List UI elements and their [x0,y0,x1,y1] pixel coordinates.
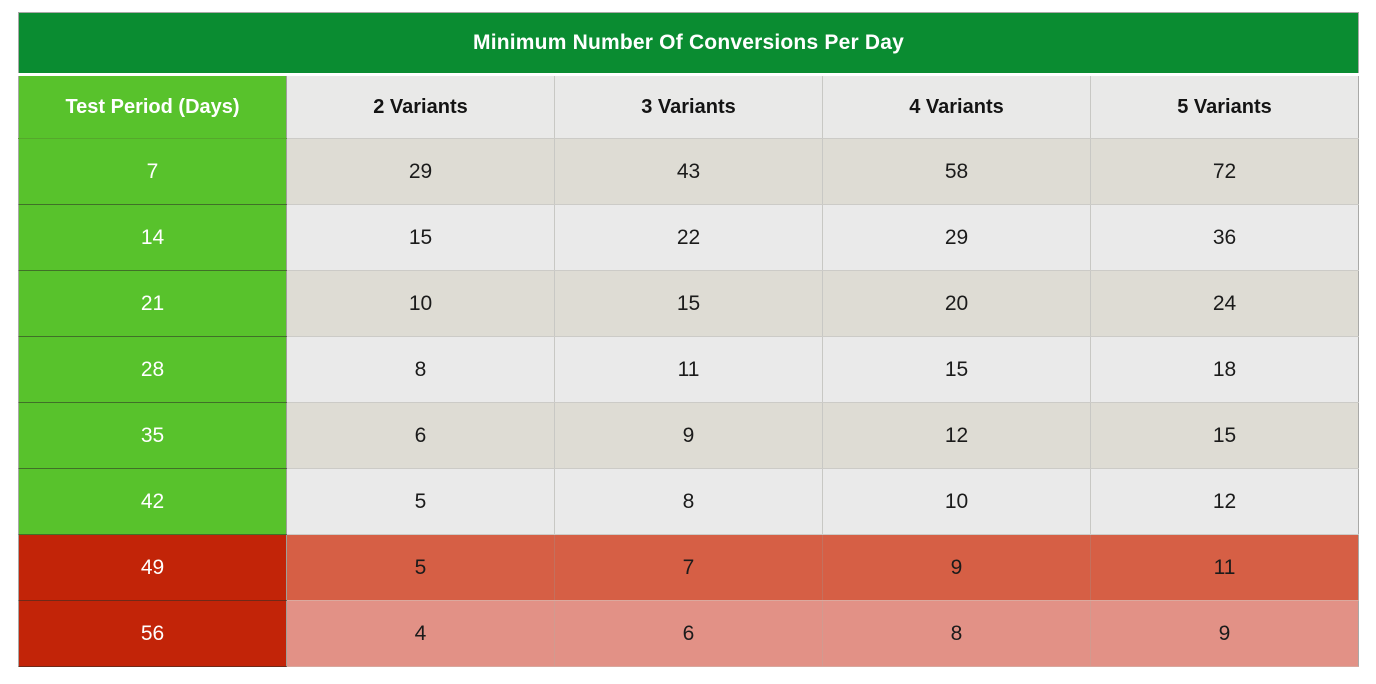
value-cell: 5 [286,534,555,601]
period-cell: 56 [18,600,287,667]
value-cell: 24 [1090,270,1359,337]
column-header-5-variants: 5 Variants [1090,74,1359,139]
value-cell: 20 [822,270,1091,337]
value-cell: 10 [286,270,555,337]
value-cell: 58 [822,138,1091,205]
period-cell: 35 [18,402,287,469]
table-row-35: 35 6 9 12 15 [18,402,1359,469]
value-cell: 9 [554,402,823,469]
table-row-49: 49 5 7 9 11 [18,534,1359,601]
value-cell: 6 [554,600,823,667]
column-header-2-variants: 2 Variants [286,74,555,139]
period-cell: 14 [18,204,287,271]
value-cell: 11 [1090,534,1359,601]
value-cell: 15 [1090,402,1359,469]
value-cell: 43 [554,138,823,205]
title-row: Minimum Number Of Conversions Per Day [18,12,1359,76]
value-cell: 29 [286,138,555,205]
column-header-4-variants: 4 Variants [822,74,1091,139]
value-cell: 18 [1090,336,1359,403]
value-cell: 5 [286,468,555,535]
value-cell: 10 [822,468,1091,535]
header-row: Test Period (Days) 2 Variants 3 Variants… [18,74,1359,139]
value-cell: 8 [822,600,1091,667]
conversions-table-grid: Minimum Number Of Conversions Per Day Te… [18,12,1359,667]
table-row-56: 56 4 6 8 9 [18,600,1359,667]
value-cell: 4 [286,600,555,667]
table-row-14: 14 15 22 29 36 [18,204,1359,271]
value-cell: 15 [554,270,823,337]
value-cell: 15 [286,204,555,271]
period-cell: 28 [18,336,287,403]
value-cell: 7 [554,534,823,601]
column-header-period: Test Period (Days) [18,74,287,139]
table-title: Minimum Number Of Conversions Per Day [18,12,1359,76]
value-cell: 11 [554,336,823,403]
value-cell: 12 [822,402,1091,469]
value-cell: 8 [554,468,823,535]
conversions-table: Minimum Number Of Conversions Per Day Te… [18,12,1359,667]
value-cell: 15 [822,336,1091,403]
period-cell: 42 [18,468,287,535]
value-cell: 72 [1090,138,1359,205]
table-row-7: 7 29 43 58 72 [18,138,1359,205]
period-cell: 21 [18,270,287,337]
value-cell: 9 [822,534,1091,601]
period-cell: 49 [18,534,287,601]
value-cell: 6 [286,402,555,469]
value-cell: 9 [1090,600,1359,667]
table-row-28: 28 8 11 15 18 [18,336,1359,403]
value-cell: 12 [1090,468,1359,535]
period-cell: 7 [18,138,287,205]
table-row-21: 21 10 15 20 24 [18,270,1359,337]
value-cell: 29 [822,204,1091,271]
value-cell: 8 [286,336,555,403]
table-row-42: 42 5 8 10 12 [18,468,1359,535]
value-cell: 22 [554,204,823,271]
value-cell: 36 [1090,204,1359,271]
column-header-3-variants: 3 Variants [554,74,823,139]
